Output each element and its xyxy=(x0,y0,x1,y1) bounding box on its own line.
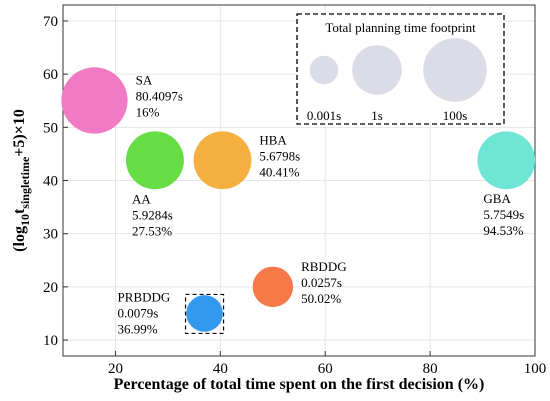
x-tick-label: 60 xyxy=(318,361,333,377)
y-title-suffix: +5)×10 xyxy=(11,109,28,157)
x-tick-label: 80 xyxy=(423,361,438,377)
bubble-aa xyxy=(125,131,184,190)
y-tick-label: 10 xyxy=(43,333,58,349)
bubble-label-time: 5.9284s xyxy=(132,207,173,222)
bubble-label-name: PRBDDG xyxy=(118,289,171,304)
legend-item-label: 100s xyxy=(443,108,468,123)
bubble-sa xyxy=(61,67,128,134)
bubble-label-pct: 50.02% xyxy=(301,291,341,306)
bubble-label-name: SA xyxy=(136,72,153,87)
legend-title: Total planning time footprint xyxy=(325,20,476,35)
y-title-sub2: singletime xyxy=(18,156,32,209)
bubble-gba xyxy=(477,131,536,190)
legend-item-label: 0.001s xyxy=(307,108,341,123)
bubble-label-name: GBA xyxy=(483,191,511,206)
bubble-label-time: 5.6798s xyxy=(259,148,300,163)
bubble-label-name: RBDDG xyxy=(301,259,347,274)
bubble-label-name: HBA xyxy=(259,132,287,147)
bubbles: SA80.4097s16%AA5.9284s27.53%HBA5.6798s40… xyxy=(61,67,536,336)
bubble-label-pct: 40.41% xyxy=(259,164,299,179)
bubble-label-pct: 16% xyxy=(136,104,160,119)
y-axis-ticks: 10 20 30 40 50 60 70 xyxy=(43,14,68,349)
y-tick-label: 40 xyxy=(43,174,58,190)
y-axis-title: (log10tsingletime+5)×10 xyxy=(11,109,32,252)
y-title-prefix: (log xyxy=(11,226,28,252)
bubble-label-time: 80.4097s xyxy=(136,88,183,103)
y-tick-label: 30 xyxy=(43,227,58,243)
y-tick-label: 70 xyxy=(43,14,58,30)
bubble-label-time: 0.0079s xyxy=(118,305,159,320)
bubble-label-pct: 27.53% xyxy=(132,223,172,238)
bubble-rbddg xyxy=(252,266,294,308)
x-tick-label: 40 xyxy=(213,361,228,377)
bubble-prbddg xyxy=(186,295,223,332)
bubble-label-pct: 36.99% xyxy=(118,321,158,336)
y-title-sub1: 10 xyxy=(18,214,32,226)
x-tick-label: 100 xyxy=(524,361,547,377)
x-tick-label: 20 xyxy=(108,361,123,377)
highlight-box xyxy=(184,293,225,335)
legend-bubble xyxy=(309,55,339,85)
x-axis-title: Percentage of total time spent on the fi… xyxy=(114,376,485,393)
legend-bubble xyxy=(423,38,487,102)
bubble-label-name: AA xyxy=(132,191,151,206)
y-tick-label: 20 xyxy=(43,280,58,296)
legend-item-label: 1s xyxy=(371,108,383,123)
bubble-label-pct: 94.53% xyxy=(483,223,523,238)
bubble-label-time: 5.7549s xyxy=(483,207,524,222)
x-axis-ticks: 20 40 60 80 100 xyxy=(108,351,546,377)
y-title-mid: t xyxy=(11,208,28,214)
bubble-hba xyxy=(193,131,252,190)
y-tick-label: 50 xyxy=(43,120,58,136)
size-legend: Total planning time footprint 0.001s 1s 100… xyxy=(296,13,505,125)
legend-bubble xyxy=(352,45,402,95)
bubble-label-time: 0.0257s xyxy=(301,275,342,290)
y-tick-label: 60 xyxy=(43,67,58,83)
